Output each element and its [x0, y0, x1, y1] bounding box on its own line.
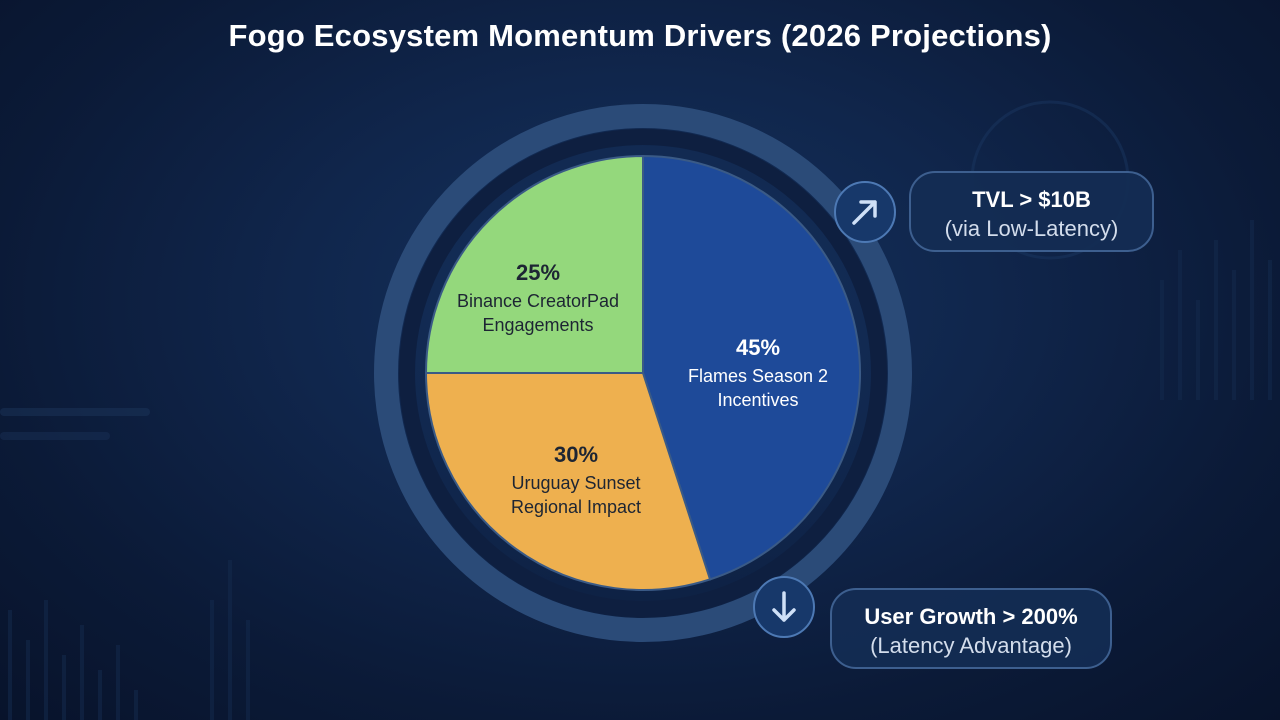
pie-slice-1 [642, 154, 861, 581]
tvl-callout: TVL > $10B (via Low-Latency) [909, 171, 1154, 252]
arrow-up-right-icon [852, 200, 877, 225]
slice-category-label: Incentives [717, 390, 798, 410]
user-growth-callout-headline: User Growth > 200% [864, 604, 1078, 629]
inner-ring-gap [399, 129, 887, 617]
slice-category-label: Flames Season 2 [688, 366, 828, 386]
page-title: Fogo Ecosystem Momentum Drivers (2026 Pr… [228, 18, 1052, 53]
slice-value-label: 30% [554, 442, 598, 467]
slice-category-label: Uruguay Sunset [511, 473, 640, 493]
user-growth-callout-subtext: (Latency Advantage) [870, 633, 1072, 658]
slice-category-label: Regional Impact [511, 497, 641, 517]
arrow-down-icon [772, 591, 796, 622]
tvl-callout-headline: TVL > $10B [972, 187, 1091, 212]
slice-value-label: 25% [516, 260, 560, 285]
outer-ring [374, 104, 912, 642]
pie-slice-3 [424, 154, 644, 374]
growth-arrow-badge [834, 181, 896, 243]
slice-category-label: Binance CreatorPad [457, 291, 619, 311]
slice-value-label: 45% [736, 335, 780, 360]
slice-category-label: Engagements [482, 315, 593, 335]
user-growth-callout: User Growth > 200% (Latency Advantage) [830, 588, 1112, 669]
down-arrow-badge [753, 576, 815, 638]
tvl-callout-subtext: (via Low-Latency) [944, 216, 1119, 241]
pie-slice-2 [424, 372, 712, 591]
